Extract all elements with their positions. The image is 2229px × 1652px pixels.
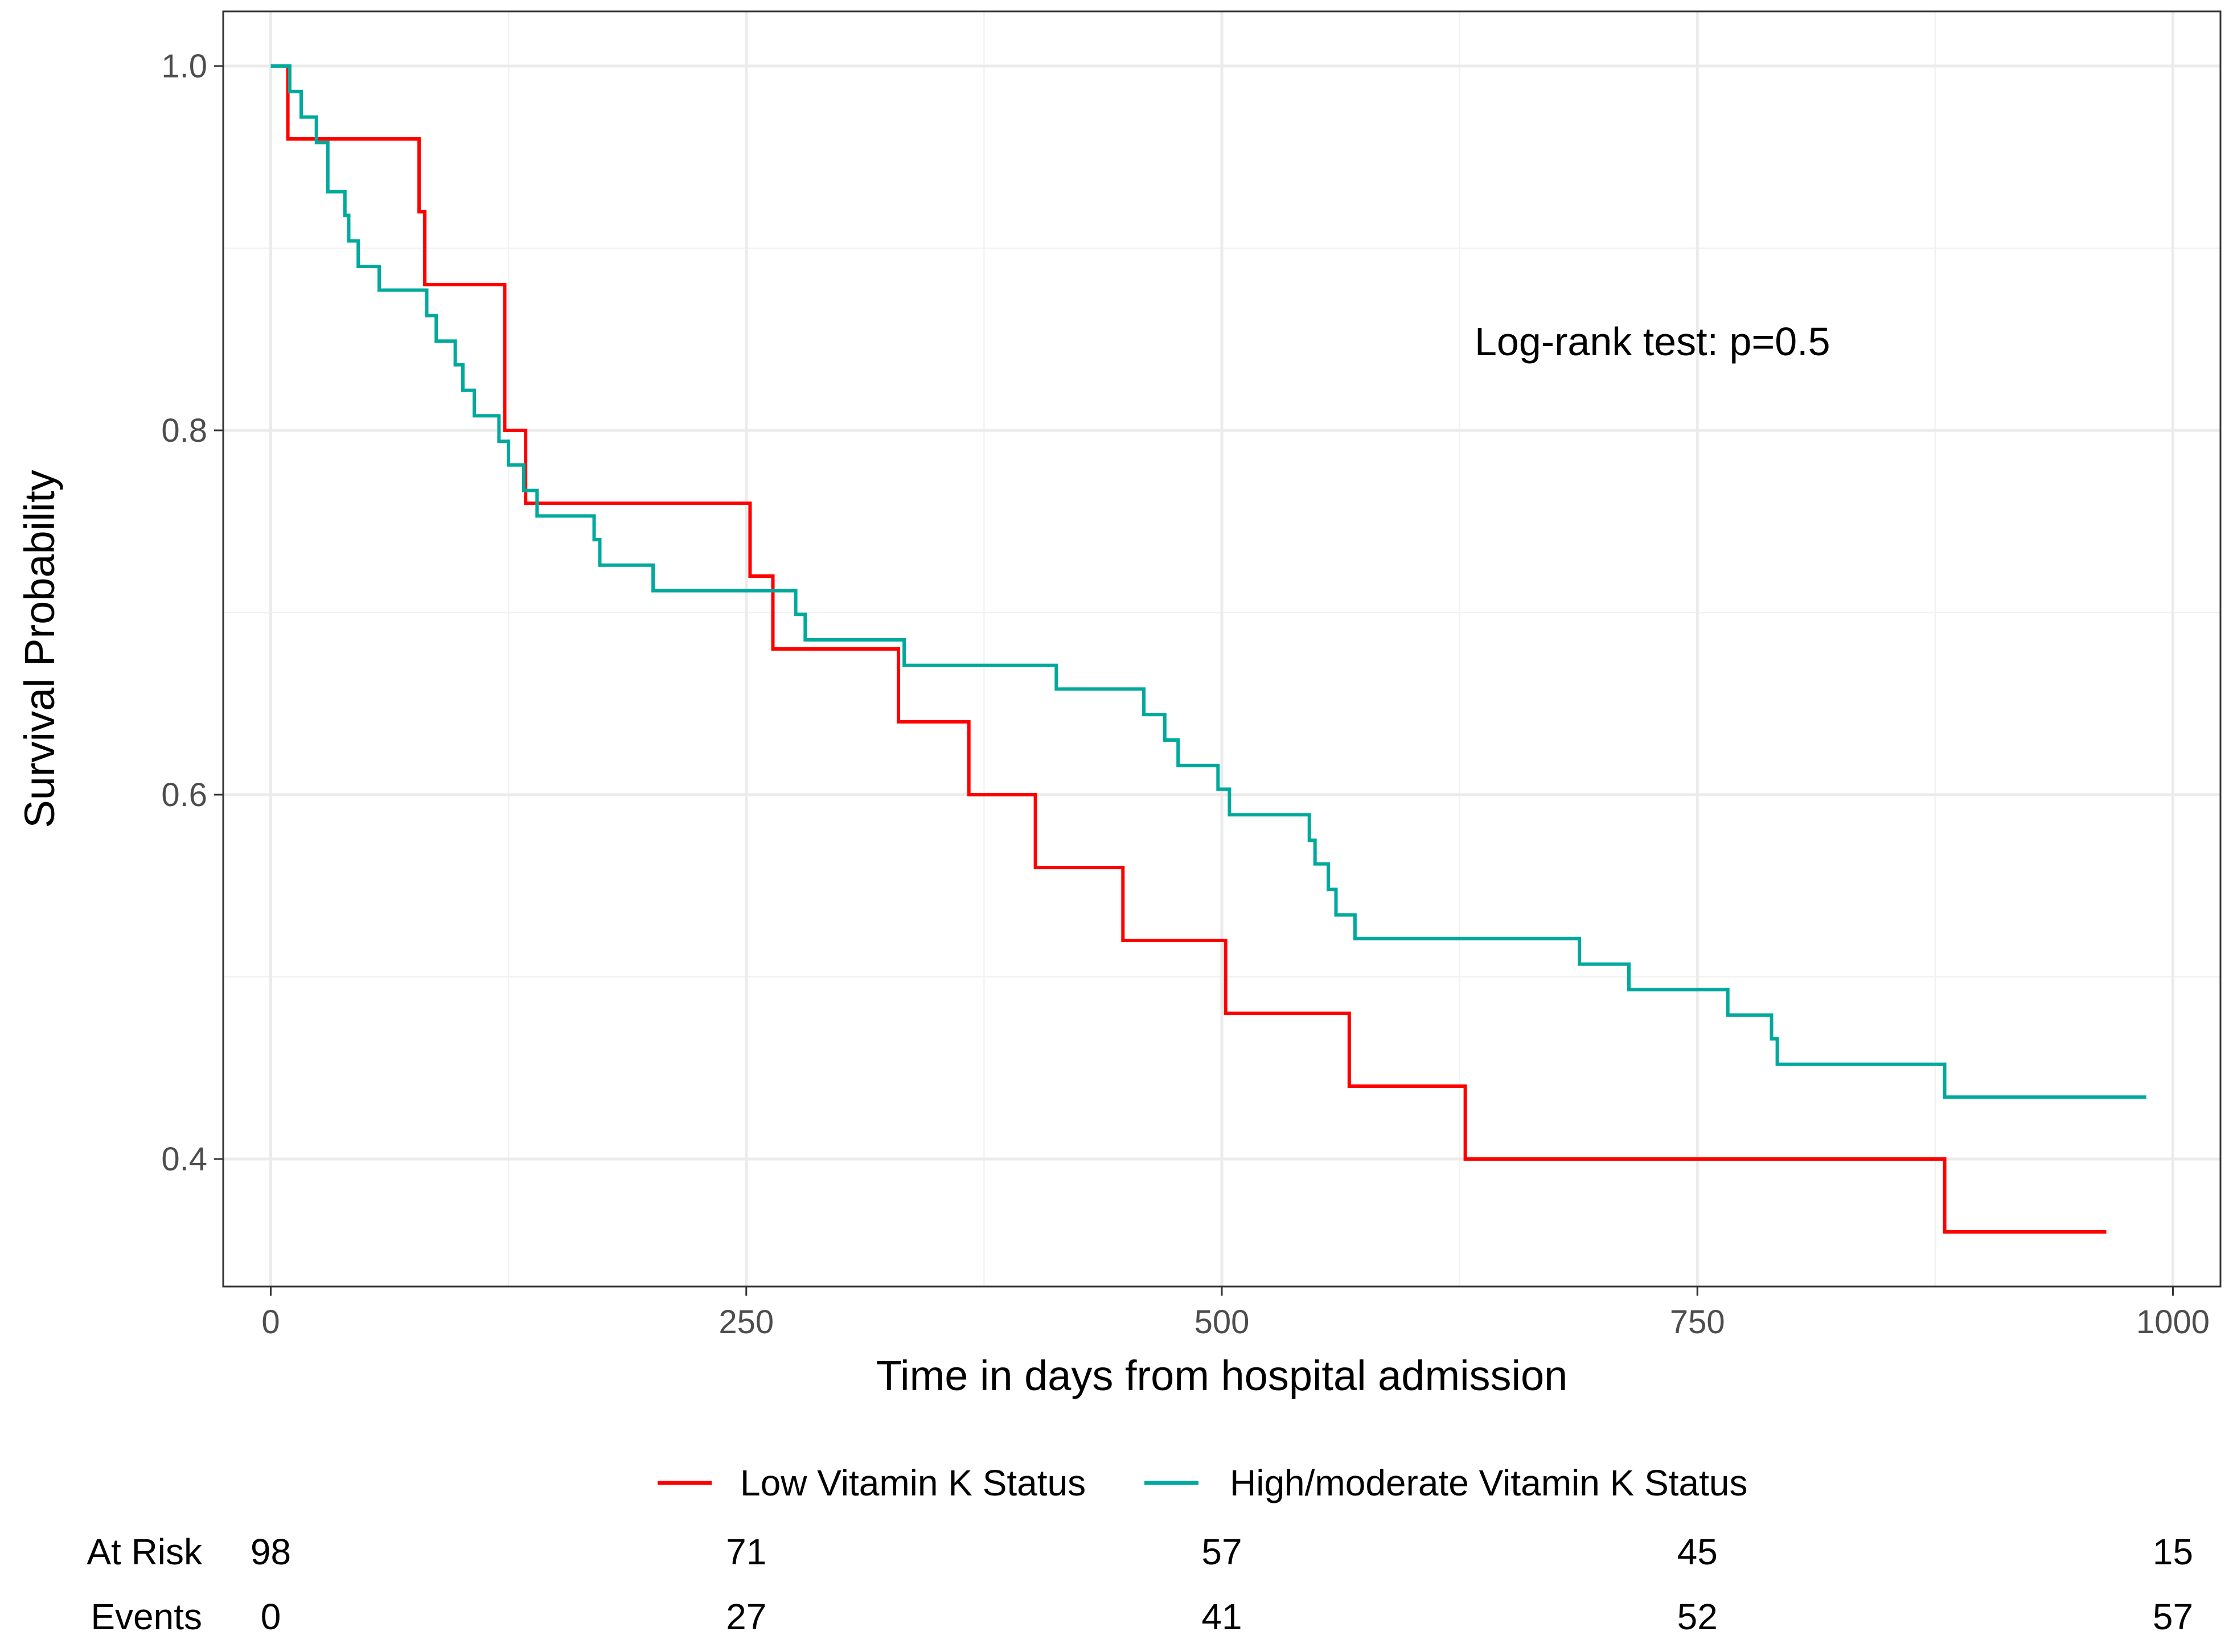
y-axis: 0.4 0.6 0.8 1.0 (161, 48, 223, 1178)
legend-label-high-vitamin-k: High/moderate Vitamin K Status (1230, 1462, 1748, 1503)
annotation-logrank: Log-rank test: p=0.5 (1475, 319, 1830, 364)
series-layer (270, 64, 2146, 1234)
risk-value-at-risk: 71 (726, 1531, 766, 1572)
risk-value-at-risk: 45 (1677, 1531, 1718, 1572)
risk-table: At Risk Events 98 71 57 45 15 0 27 41 52 57 (87, 1531, 2193, 1637)
legend: Low Vitamin K Status High/moderate Vitam… (658, 1462, 1748, 1503)
risk-value-at-risk: 98 (251, 1531, 291, 1572)
x-tick-label: 1000 (2136, 1304, 2210, 1341)
major-gridlines (223, 11, 2220, 1287)
y-tick-label: 0.6 (161, 776, 207, 813)
series-line-low-vitamin-k (270, 64, 2107, 1234)
risk-value-events: 52 (1677, 1596, 1718, 1637)
series-line-high-moderate-vitamin-k (270, 64, 2146, 1099)
x-tick-label: 0 (261, 1304, 280, 1341)
risk-value-at-risk: 15 (2153, 1531, 2193, 1572)
x-tick-label: 250 (719, 1304, 774, 1341)
risk-value-events: 57 (2153, 1596, 2193, 1637)
legend-label-low-vitamin-k: Low Vitamin K Status (740, 1462, 1086, 1503)
risk-value-events: 27 (726, 1596, 766, 1637)
risk-row-label-events: Events (91, 1596, 202, 1637)
y-tick-label: 1.0 (161, 48, 207, 85)
x-tick-label: 750 (1670, 1304, 1725, 1341)
risk-values: 98 71 57 45 15 0 27 41 52 57 (251, 1531, 2193, 1637)
x-tick-label: 500 (1194, 1304, 1250, 1341)
y-axis-title: Survival Probability (16, 470, 63, 828)
x-axis-title: Time in days from hospital admission (876, 1352, 1568, 1399)
risk-value-events: 41 (1201, 1596, 1242, 1637)
y-tick-label: 0.4 (161, 1141, 207, 1178)
risk-row-label-at-risk: At Risk (87, 1531, 203, 1572)
risk-value-at-risk: 57 (1201, 1531, 1242, 1572)
y-tick-label: 0.8 (161, 412, 207, 449)
risk-value-events: 0 (261, 1596, 281, 1637)
x-axis: 0 250 500 750 1000 (261, 1287, 2210, 1341)
